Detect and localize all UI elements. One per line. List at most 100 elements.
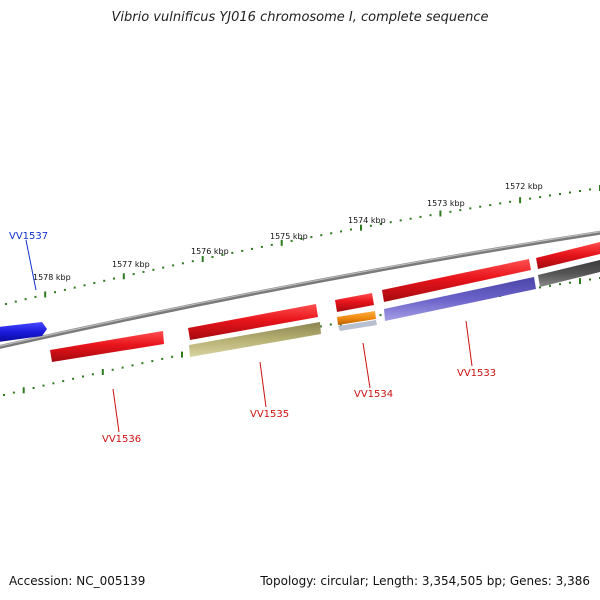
outer-minor-tick [549,194,551,197]
gene-vv1534-bar[interactable] [337,311,376,325]
leader-vv1537 [25,239,37,291]
kbp-label-1574: 1574 kbp [348,216,386,225]
outer-major-tick [122,273,125,280]
outer-minor-tick [211,256,214,258]
outer-minor-tick [83,284,86,287]
gene-label-vv1534[interactable]: VV1534 [354,389,393,400]
outer-major-tick [439,210,442,217]
outer-minor-tick [300,238,303,240]
outer-minor-tick [221,254,224,256]
outer-minor-tick [499,202,502,205]
outer-minor-tick [559,193,561,195]
outer-major-tick [280,239,283,246]
chromosome-backbone [0,230,600,349]
outer-minor-tick [469,207,472,210]
kbp-label-1575: 1575 kbp [270,232,308,241]
gene-label-vv1536[interactable]: VV1536 [102,434,141,445]
outer-major-tick [44,291,47,298]
outer-minor-tick [231,251,234,254]
outer-minor-tick [479,205,482,208]
inner-minor-tick [52,382,55,385]
inner-minor-tick [329,323,332,326]
outer-minor-tick [142,270,145,273]
kbp-label-1572: 1572 kbp [505,182,543,191]
inner-minor-tick [3,394,5,396]
gene-label-vv1537[interactable]: VV1537 [9,231,48,242]
outer-minor-tick [113,277,115,280]
outer-minor-tick [589,188,591,191]
inner-minor-tick [539,286,541,289]
inner-minor-tick [559,283,561,286]
outer-minor-tick [5,303,7,305]
inner-minor-tick [171,355,174,358]
outer-minor-tick [251,247,253,250]
outer-minor-tick [569,191,571,194]
gene-vv1535-top-bar[interactable] [188,304,318,340]
inner-minor-tick [111,368,114,371]
inner-minor-tick [141,362,144,365]
gene-vv1533-bar[interactable] [384,277,536,321]
outer-minor-tick [409,217,412,220]
gene-label-vv1533[interactable]: VV1533 [457,368,496,379]
gene-vv1534-shadow [338,320,377,331]
outer-minor-tick [93,282,96,284]
outer-major-tick [360,224,362,231]
outer-minor-tick [489,204,492,207]
gene-vv1537-arrow[interactable] [0,322,47,342]
inner-major-tick [579,278,581,285]
outer-major-tick [519,197,522,204]
kbp-label-1577: 1577 kbp [112,260,150,269]
inner-minor-tick [82,375,84,378]
outer-minor-tick [241,249,244,252]
inner-minor-tick [42,384,45,387]
inner-minor-tick [72,377,75,380]
kbp-label-1576: 1576 kbp [191,247,229,256]
outer-minor-tick [73,286,76,289]
outer-minor-tick [539,196,542,199]
gene-vv1536-bar[interactable] [50,331,164,362]
outer-minor-tick [369,224,372,227]
gene-vv1534-top-bar[interactable] [335,293,374,312]
gene-vv1535-bar[interactable] [189,322,321,357]
gene-vv1533-top-bar[interactable] [382,259,531,302]
gene-right-dark-bar[interactable] [538,260,600,287]
inner-minor-tick [131,364,134,367]
outer-minor-tick [350,228,352,231]
outer-minor-tick [14,300,17,303]
outer-minor-tick [320,234,323,237]
gene-label-vv1535[interactable]: VV1535 [250,409,289,420]
map-title: Vibrio vulnificus YJ016 chromosome I, co… [111,10,489,25]
outer-minor-tick [389,221,392,224]
gene-right-red-bar[interactable] [536,242,600,269]
topology-summary: Topology: circular; Length: 3,354,505 bp… [260,574,590,588]
outer-major-tick [201,256,204,263]
inner-minor-tick [549,284,551,287]
outer-minor-tick [132,273,135,276]
outer-minor-tick [152,268,155,271]
outer-minor-tick [191,260,194,263]
kbp-label-1573: 1573 kbp [427,199,465,208]
inner-minor-tick [121,366,124,369]
inner-major-tick [101,369,104,375]
leader-vv1533 [465,320,473,367]
outer-minor-tick [162,266,165,269]
kbp-label-1578: 1578 kbp [33,273,71,282]
inner-major-tick [181,351,183,358]
inner-minor-tick [62,380,65,383]
inner-minor-tick [379,314,382,317]
chromosome-backbone-highlight [0,231,600,347]
outer-minor-tick [310,236,313,239]
outer-minor-tick [459,209,462,212]
outer-minor-tick [24,298,27,301]
inner-minor-tick [12,391,15,394]
outer-minor-tick [172,264,175,267]
outer-minor-tick [419,215,422,218]
inner-minor-tick [91,373,94,376]
inner-minor-tick [319,325,322,328]
outer-minor-tick [529,197,532,200]
outer-minor-tick [103,279,106,282]
leader-vv1536 [112,388,120,433]
inner-minor-tick [151,360,154,363]
leader-vv1535 [259,361,267,408]
